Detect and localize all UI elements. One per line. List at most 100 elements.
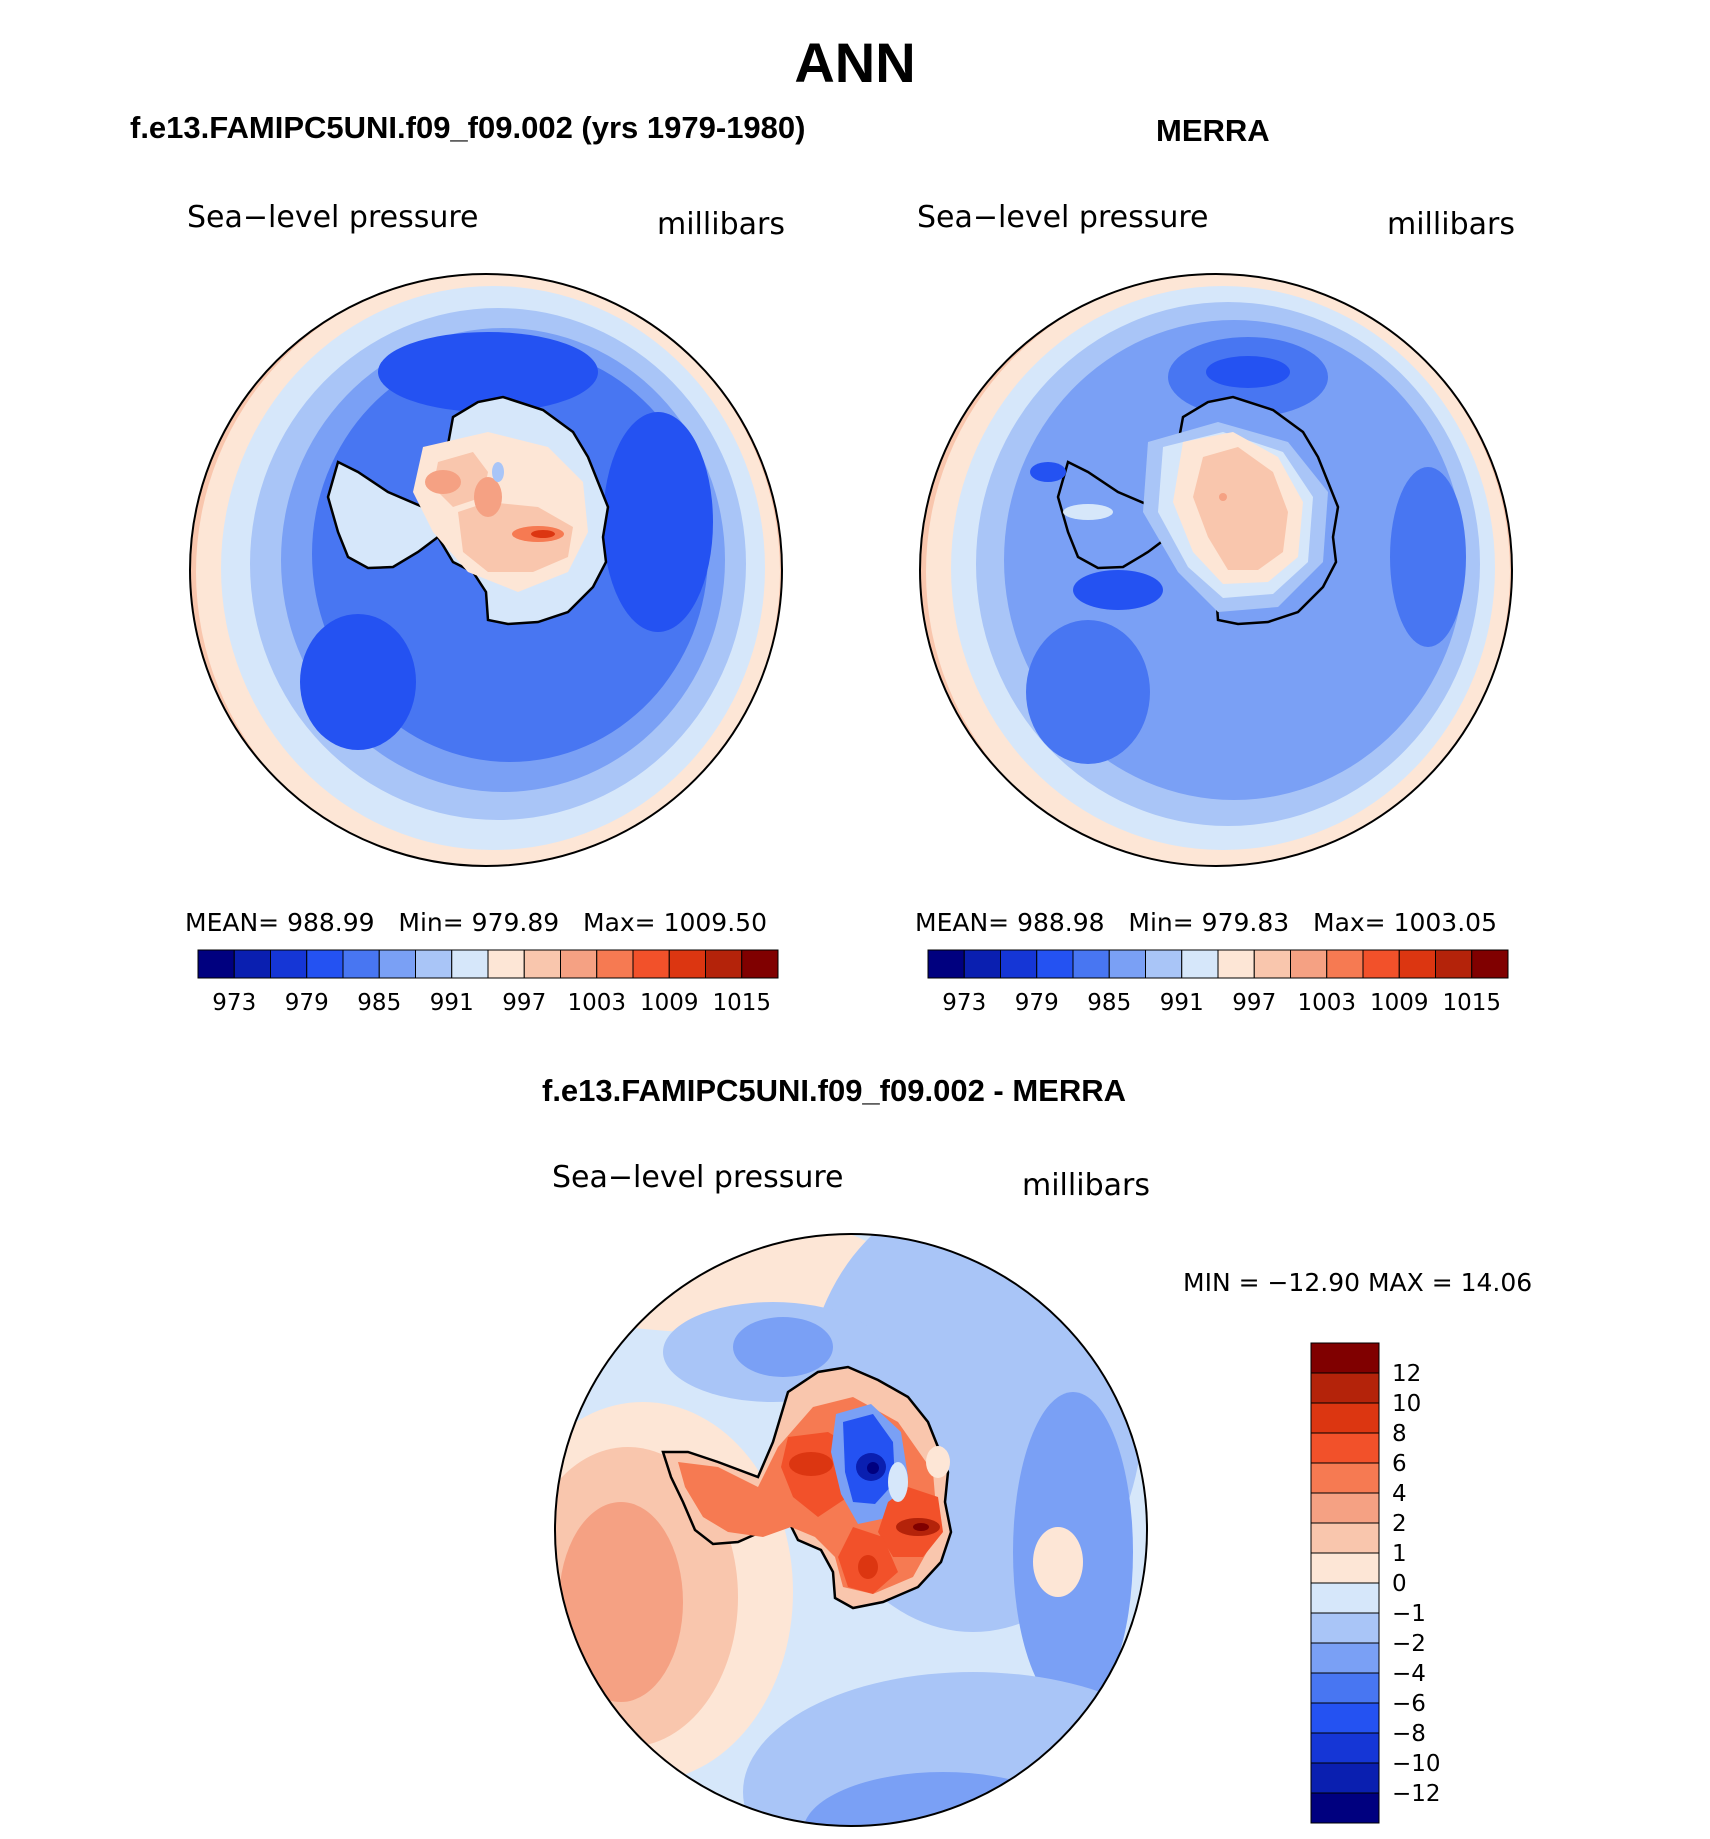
obs-colorbar-swatch (1145, 949, 1183, 979)
model-colorbar-swatch (632, 949, 670, 979)
diff-contour-field (555, 1234, 1147, 1826)
obs-colorbar-swatch (1253, 949, 1291, 979)
model-colorbar: 973 979 985 991 997 1003 1009 1015 (197, 949, 779, 1016)
obs-colorbar-swatch (963, 949, 1001, 979)
obs-max-label: Max= (1313, 908, 1386, 937)
model-stats: MEAN= 988.99 Min= 979.89 Max= 1009.50 (185, 908, 767, 937)
obs-colorbar-tick-label: 991 (1160, 990, 1204, 1016)
diff-colorbar-tick-label: −10 (1392, 1751, 1441, 1777)
diff-colorbar-swatch (1310, 1702, 1380, 1734)
diff-colorbar-tick-label: −4 (1392, 1661, 1426, 1687)
diff-colorbar-tick-label: 4 (1392, 1481, 1407, 1507)
model-mean-label: MEAN= (185, 908, 280, 937)
diff-colorbar-swatch (1310, 1432, 1380, 1464)
diff-colorbar-tick-label: −12 (1392, 1781, 1441, 1807)
obs-min-label: Min= (1128, 908, 1194, 937)
obs-mean-label: MEAN= (915, 908, 1010, 937)
diff-colorbar-tick-label: 10 (1392, 1391, 1421, 1417)
obs-colorbar-swatch (1435, 949, 1473, 979)
model-units-label: millibars (657, 207, 785, 242)
model-colorbar-swatch (560, 949, 598, 979)
model-colorbar-tick-label: 979 (285, 990, 329, 1016)
model-colorbar-tick-label: 991 (430, 990, 474, 1016)
obs-panel-title: MERRA (1156, 113, 1270, 148)
model-colorbar-swatch (342, 949, 380, 979)
obs-colorbar-swatch (927, 949, 965, 979)
diff-colorbar-swatch (1310, 1762, 1380, 1794)
model-colorbar-swatch (415, 949, 453, 979)
obs-contour-field (920, 274, 1512, 866)
model-contour-field (190, 274, 782, 866)
obs-colorbar-swatch (1290, 949, 1328, 979)
diff-minmax-text: MIN = −12.90 MAX = 14.06 (1183, 1268, 1533, 1297)
obs-colorbar-swatch (1072, 949, 1110, 979)
model-mean-value: 988.99 (287, 908, 375, 937)
obs-mean-value: 988.98 (1017, 908, 1105, 937)
model-min-value: 979.89 (471, 908, 560, 937)
model-colorbar-swatch (451, 949, 489, 979)
model-colorbar-tick-label: 1003 (567, 990, 626, 1016)
obs-colorbar-swatch (1181, 949, 1219, 979)
obs-colorbar-tick-label: 973 (942, 990, 986, 1016)
obs-colorbar: 973 979 985 991 997 1003 1009 1015 (927, 949, 1509, 1016)
diff-colorbar-tick-label: 8 (1392, 1421, 1407, 1447)
diff-colorbar-swatch (1310, 1672, 1380, 1704)
obs-stats: MEAN= 988.98 Min= 979.83 Max= 1003.05 (915, 908, 1497, 937)
model-colorbar-tick-label: 1009 (640, 990, 699, 1016)
diff-colorbar-swatch (1310, 1612, 1380, 1644)
diff-variable-label: Sea−level pressure (552, 1160, 844, 1195)
obs-colorbar-swatch (1108, 949, 1146, 979)
model-max-value: 1009.50 (663, 908, 767, 937)
model-colorbar-swatch (705, 949, 743, 979)
obs-colorbar-tick-label: 997 (1232, 990, 1276, 1016)
obs-polar-map (919, 273, 1513, 867)
model-colorbar-swatch (306, 949, 344, 979)
diff-units-label: millibars (1022, 1168, 1150, 1203)
model-colorbar-swatch (197, 949, 235, 979)
diff-colorbar-swatch (1310, 1552, 1380, 1584)
obs-colorbar-tick-label: 979 (1015, 990, 1059, 1016)
obs-colorbar-swatch (1326, 949, 1364, 979)
obs-colorbar-swatch (1471, 949, 1509, 979)
diff-colorbar-swatch (1310, 1732, 1380, 1764)
obs-colorbar-swatch (1036, 949, 1074, 979)
obs-variable-label: Sea−level pressure (917, 200, 1209, 235)
diff-colorbar-tick-label: 12 (1392, 1361, 1421, 1387)
diff-colorbar-swatch (1310, 1582, 1380, 1614)
obs-colorbar-tick-label: 985 (1087, 990, 1131, 1016)
diff-colorbar-swatch (1310, 1792, 1380, 1824)
obs-colorbar-tick-label: 1009 (1370, 990, 1429, 1016)
diff-colorbar-swatch (1310, 1492, 1380, 1524)
model-max-label: Max= (583, 908, 656, 937)
obs-colorbar-tick-label: 1003 (1297, 990, 1356, 1016)
obs-colorbar-swatch (1398, 949, 1436, 979)
diff-colorbar-swatch (1310, 1462, 1380, 1494)
model-colorbar-swatch (487, 949, 525, 979)
diff-colorbar-tick-label: −8 (1392, 1721, 1426, 1747)
obs-colorbar-swatch (1000, 949, 1038, 979)
diff-colorbar-swatch (1310, 1342, 1380, 1374)
model-polar-map (189, 273, 783, 867)
model-colorbar-swatch (596, 949, 634, 979)
obs-colorbar-swatch (1362, 949, 1400, 979)
diff-colorbar-tick-label: −6 (1392, 1691, 1426, 1717)
diff-polar-map (554, 1233, 1148, 1827)
model-panel-title: f.e13.FAMIPC5UNI.f09_f09.002 (yrs 1979-1… (130, 110, 806, 145)
obs-colorbar-swatch (1217, 949, 1255, 979)
diff-colorbar-swatch (1310, 1522, 1380, 1554)
model-colorbar-swatch (741, 949, 779, 979)
diff-panel-title: f.e13.FAMIPC5UNI.f09_f09.002 - MERRA (542, 1073, 1127, 1108)
obs-colorbar-tick-label: 1015 (1442, 990, 1501, 1016)
model-colorbar-tick-label: 997 (502, 990, 546, 1016)
diff-colorbar-tick-label: −1 (1392, 1601, 1426, 1627)
diff-colorbar-swatch (1310, 1642, 1380, 1674)
model-colorbar-swatch (270, 949, 308, 979)
diff-colorbar-swatch (1310, 1402, 1380, 1434)
model-colorbar-swatch (668, 949, 706, 979)
model-colorbar-tick-label: 1015 (712, 990, 771, 1016)
model-colorbar-swatch (523, 949, 561, 979)
model-colorbar-swatch (378, 949, 416, 979)
model-variable-label: Sea−level pressure (187, 200, 479, 235)
model-colorbar-tick-label: 985 (357, 990, 401, 1016)
diff-colorbar-tick-label: 1 (1392, 1541, 1407, 1567)
